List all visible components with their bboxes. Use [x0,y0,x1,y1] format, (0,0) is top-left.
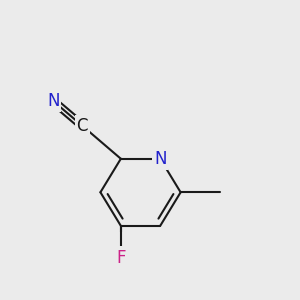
Text: N: N [154,150,167,168]
Text: N: N [47,92,59,110]
Text: F: F [116,249,126,267]
Text: C: C [76,117,88,135]
